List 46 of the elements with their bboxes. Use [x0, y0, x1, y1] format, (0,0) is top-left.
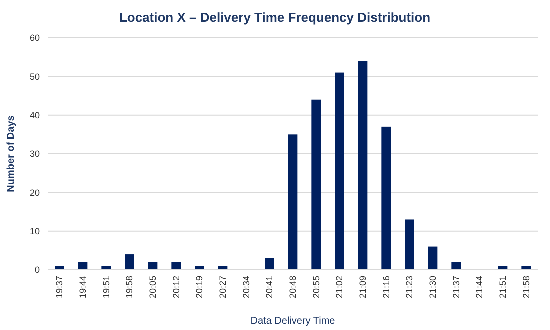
y-tick-label: 10	[30, 226, 40, 236]
y-tick-label: 0	[34, 265, 40, 276]
y-axis-title: Number of Days	[6, 115, 17, 192]
x-tick-label: 21:58	[521, 276, 532, 299]
bar	[522, 266, 531, 270]
bar	[102, 266, 111, 270]
bar	[55, 266, 64, 270]
bar	[335, 72, 344, 270]
x-tick-label: 20:12	[171, 276, 182, 299]
x-tick-label: 21:23	[404, 276, 415, 299]
x-tick-label: 21:51	[498, 276, 508, 299]
y-tick-label: 50	[30, 72, 40, 82]
bar	[195, 266, 204, 270]
x-tick-label: 21:37	[451, 276, 462, 299]
y-tick-label: 30	[30, 149, 40, 160]
x-tick-label: 20:05	[148, 276, 158, 299]
bar	[312, 100, 321, 270]
x-tick-label: 21:09	[358, 276, 368, 299]
x-tick-label: 20:48	[288, 276, 298, 299]
x-tick-label: 19:51	[101, 276, 112, 299]
bar	[172, 262, 181, 270]
x-tick-label: 19:44	[78, 276, 88, 299]
y-tick-label: 40	[30, 110, 40, 120]
bar	[382, 126, 391, 270]
x-tick-label: 20:41	[264, 276, 275, 299]
bar	[288, 134, 298, 270]
bar	[125, 254, 134, 270]
bar	[428, 246, 438, 270]
bar	[405, 220, 414, 270]
y-tick-label: 20	[30, 188, 40, 198]
x-tick-label: 21:44	[474, 276, 485, 299]
x-tick-label: 19:58	[124, 276, 135, 299]
x-tick-label: 20:27	[218, 276, 228, 299]
x-tick-label: 21:02	[334, 276, 345, 299]
y-tick-label: 60	[30, 33, 40, 44]
bar	[358, 61, 368, 270]
chart-title: Location X – Delivery Time Frequency Distribution	[119, 10, 431, 25]
x-tick-label: 20:19	[194, 276, 205, 299]
x-tick-label: 21:16	[381, 276, 392, 299]
x-axis-title: Data Delivery Time	[250, 316, 336, 327]
x-tick-label: 20:34	[241, 276, 252, 299]
bar	[452, 262, 461, 270]
x-tick-label: 21:30	[428, 276, 438, 299]
bar	[265, 258, 274, 270]
x-tick-label: 20:55	[311, 276, 322, 299]
x-tick-label: 19:37	[54, 276, 65, 299]
